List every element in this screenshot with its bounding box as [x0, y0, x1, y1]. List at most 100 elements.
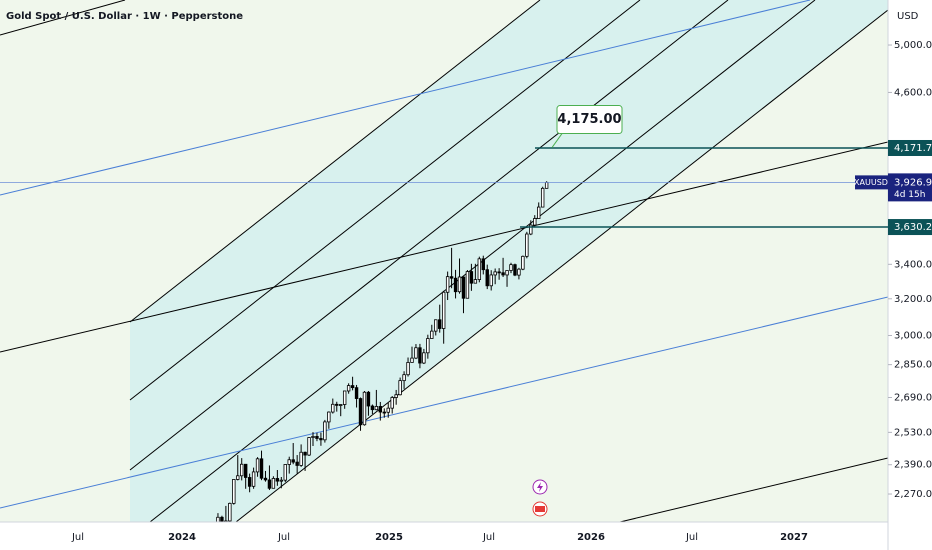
y-tick-label: 4,600.00: [894, 87, 932, 98]
candle-body: [426, 338, 430, 354]
candle-body: [390, 397, 394, 409]
candle-body: [303, 451, 307, 456]
candle-body: [323, 421, 327, 441]
y-tick-label: 3,400.00: [894, 259, 932, 270]
candle-body: [410, 357, 414, 363]
candle-body: [339, 404, 343, 406]
candle-body: [228, 502, 232, 522]
channel-fill: [130, 0, 888, 522]
candle-body: [255, 458, 260, 473]
candle-body: [291, 459, 295, 463]
candle-body: [299, 451, 303, 466]
channel-line: [235, 9, 888, 522]
candles: [213, 181, 549, 550]
candle-body: [537, 206, 541, 219]
price-line-badge: [888, 219, 932, 236]
x-tick-label: Jul: [71, 532, 84, 543]
candle-body: [370, 405, 375, 411]
candle-body: [418, 347, 422, 364]
countdown-label: 4d 15h: [894, 190, 925, 200]
x-tick-label: 2026: [577, 532, 605, 543]
candle-body: [307, 437, 311, 456]
candle-body: [422, 352, 426, 364]
trend-line: [0, 141, 888, 353]
candle-body: [449, 276, 454, 279]
chart-title: Gold Spot / U.S. Dollar · 1W · Peppersto…: [6, 11, 243, 22]
candle-body: [509, 264, 513, 271]
candle-body: [529, 224, 533, 235]
candle-body: [465, 271, 470, 299]
candle-body: [358, 398, 363, 426]
blue-trend-line: [0, 296, 888, 509]
candle-body: [469, 271, 474, 284]
candle-body: [315, 436, 319, 439]
candle-body: [540, 187, 545, 208]
candle-body: [279, 479, 284, 482]
candle-body: [544, 181, 549, 189]
candle-body: [275, 478, 280, 482]
y-axis-label: USD: [897, 11, 919, 22]
candle-body: [525, 233, 529, 257]
candle-body: [335, 403, 339, 406]
candle-body: [489, 274, 493, 287]
trend-line: [619, 457, 888, 522]
candle-body: [287, 459, 291, 465]
candle-body: [331, 403, 335, 413]
candle-body: [342, 390, 347, 405]
price-line-badge: [888, 139, 932, 156]
price-line-label: 4,171.78: [894, 143, 932, 154]
candle-body: [493, 271, 497, 276]
candle-body: [247, 477, 252, 487]
candle-body: [505, 270, 509, 276]
callout-pointer: [551, 133, 563, 148]
candle-body: [434, 319, 438, 332]
event-icons: [532, 479, 548, 517]
candle-body: [319, 438, 323, 441]
y-tick-label: 2,690.00: [894, 392, 932, 403]
candle-body: [362, 391, 367, 426]
y-tick-label: 3,000.00: [894, 330, 932, 341]
candle-body: [327, 411, 331, 423]
candle-body: [517, 268, 521, 276]
candle-body: [445, 276, 450, 293]
candle-body: [267, 479, 272, 489]
drawings: [0, 0, 888, 522]
candle-body: [481, 258, 485, 271]
callout-label: 4,175.00: [557, 112, 621, 127]
candle-body: [485, 269, 489, 287]
channel-line: [129, 0, 729, 471]
candle-body: [251, 471, 256, 487]
candle-body: [457, 276, 462, 293]
candle-body: [346, 385, 351, 392]
trend-line: [0, 0, 126, 36]
y-tick-label: 3,200.00: [894, 294, 932, 305]
current-price-badge: [888, 173, 932, 202]
y-tick-label: 5,000.00: [894, 40, 932, 51]
candle-body: [398, 380, 402, 396]
x-tick-label: Jul: [482, 532, 495, 543]
y-tick-label: 2,530.00: [894, 427, 932, 438]
candle-body: [473, 279, 478, 284]
candle-body: [213, 543, 216, 550]
candle-body: [497, 271, 501, 274]
x-tick-label: 2025: [375, 532, 403, 543]
blue-trend-line: [0, 0, 811, 196]
candle-body: [220, 516, 224, 522]
candle-body: [271, 478, 276, 489]
candle-body: [354, 387, 359, 399]
candle-body: [386, 407, 390, 413]
x-tick-label: Jul: [277, 532, 290, 543]
y-tick-label: 2,390.00: [894, 460, 932, 471]
x-tick-label: 2027: [780, 532, 808, 543]
candle-body: [350, 385, 355, 389]
x-tick-label: Jul: [685, 532, 698, 543]
y-tick-label: 2,850.00: [894, 360, 932, 371]
candle-body: [461, 276, 466, 299]
candle-body: [438, 319, 442, 329]
candle-body: [441, 291, 446, 329]
symbol-label: XAUUSD: [854, 178, 888, 187]
candle-body: [283, 464, 287, 481]
candle-body: [240, 463, 244, 477]
candle-body: [224, 520, 228, 522]
candle-body: [414, 347, 418, 359]
